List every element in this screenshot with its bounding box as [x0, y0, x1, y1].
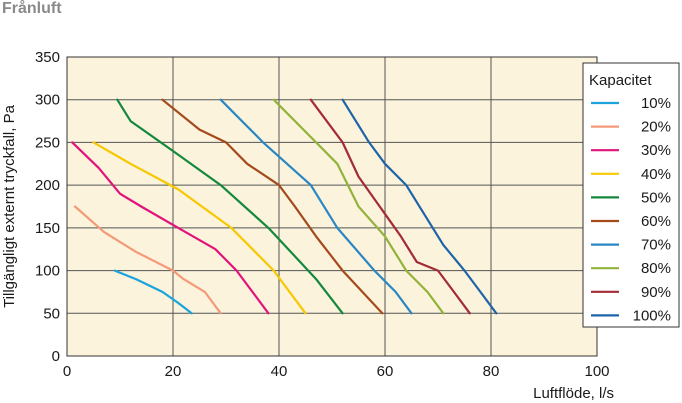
y-tick-labels: 0 50 100 150 200 250 300 350 — [35, 49, 60, 365]
series-line-80pct — [272, 98, 445, 315]
x-tick-label: 20 — [165, 363, 182, 380]
legend-item-label: 40% — [641, 166, 671, 183]
y-tick-label: 50 — [43, 305, 60, 322]
y-tick-label: 150 — [35, 220, 60, 237]
series-lines — [71, 98, 498, 315]
chart-title: Frånluft — [2, 0, 62, 17]
series-line-100pct — [341, 98, 498, 315]
legend-item-label: 70% — [641, 237, 671, 254]
plot-area — [67, 57, 597, 356]
y-tick-label: 250 — [35, 134, 60, 151]
legend-item-label: 60% — [641, 213, 671, 230]
legend-item-label: 100% — [633, 307, 671, 324]
y-tick-label: 300 — [35, 92, 60, 109]
series-line-70pct — [219, 98, 413, 315]
x-tick-label: 80 — [483, 363, 500, 380]
series-line-50pct — [116, 98, 344, 315]
series-line-10pct — [113, 269, 193, 315]
legend-box — [582, 62, 680, 328]
x-tick-label: 40 — [271, 363, 288, 380]
y-tick-label: 200 — [35, 177, 60, 194]
series-line-30pct — [71, 141, 270, 315]
legend-item-label: 50% — [641, 189, 671, 206]
x-tick-labels: 0 20 40 60 80 100 — [63, 363, 610, 380]
legend-item-label: 80% — [641, 260, 671, 277]
x-axis-label: Luftflöde, l/s — [533, 385, 614, 402]
series-line-60pct — [161, 98, 384, 315]
legend-title: Kapacitet — [589, 72, 652, 89]
series-line-20pct — [73, 205, 222, 315]
y-axis-label: Tillgängligt externt tryckfall, Pa — [1, 104, 18, 308]
legend-item-label: 90% — [641, 284, 671, 301]
x-tick-label: 100 — [584, 363, 609, 380]
legend-item-label: 10% — [641, 95, 671, 112]
y-tick-label: 0 — [52, 348, 60, 365]
series-line-40pct — [92, 141, 307, 315]
y-tick-label: 350 — [35, 49, 60, 66]
legend-item-label: 30% — [641, 142, 671, 159]
y-tick-label: 100 — [35, 263, 60, 280]
grid-lines — [66, 56, 598, 357]
legend: Kapacitet 10% 20% 30% 40% 50% 60% 70% 80% 90% 100… — [582, 62, 680, 328]
x-tick-label: 60 — [377, 363, 394, 380]
legend-item-label: 20% — [641, 119, 671, 136]
x-tick-label: 0 — [63, 363, 71, 380]
series-line-90pct — [309, 98, 471, 315]
